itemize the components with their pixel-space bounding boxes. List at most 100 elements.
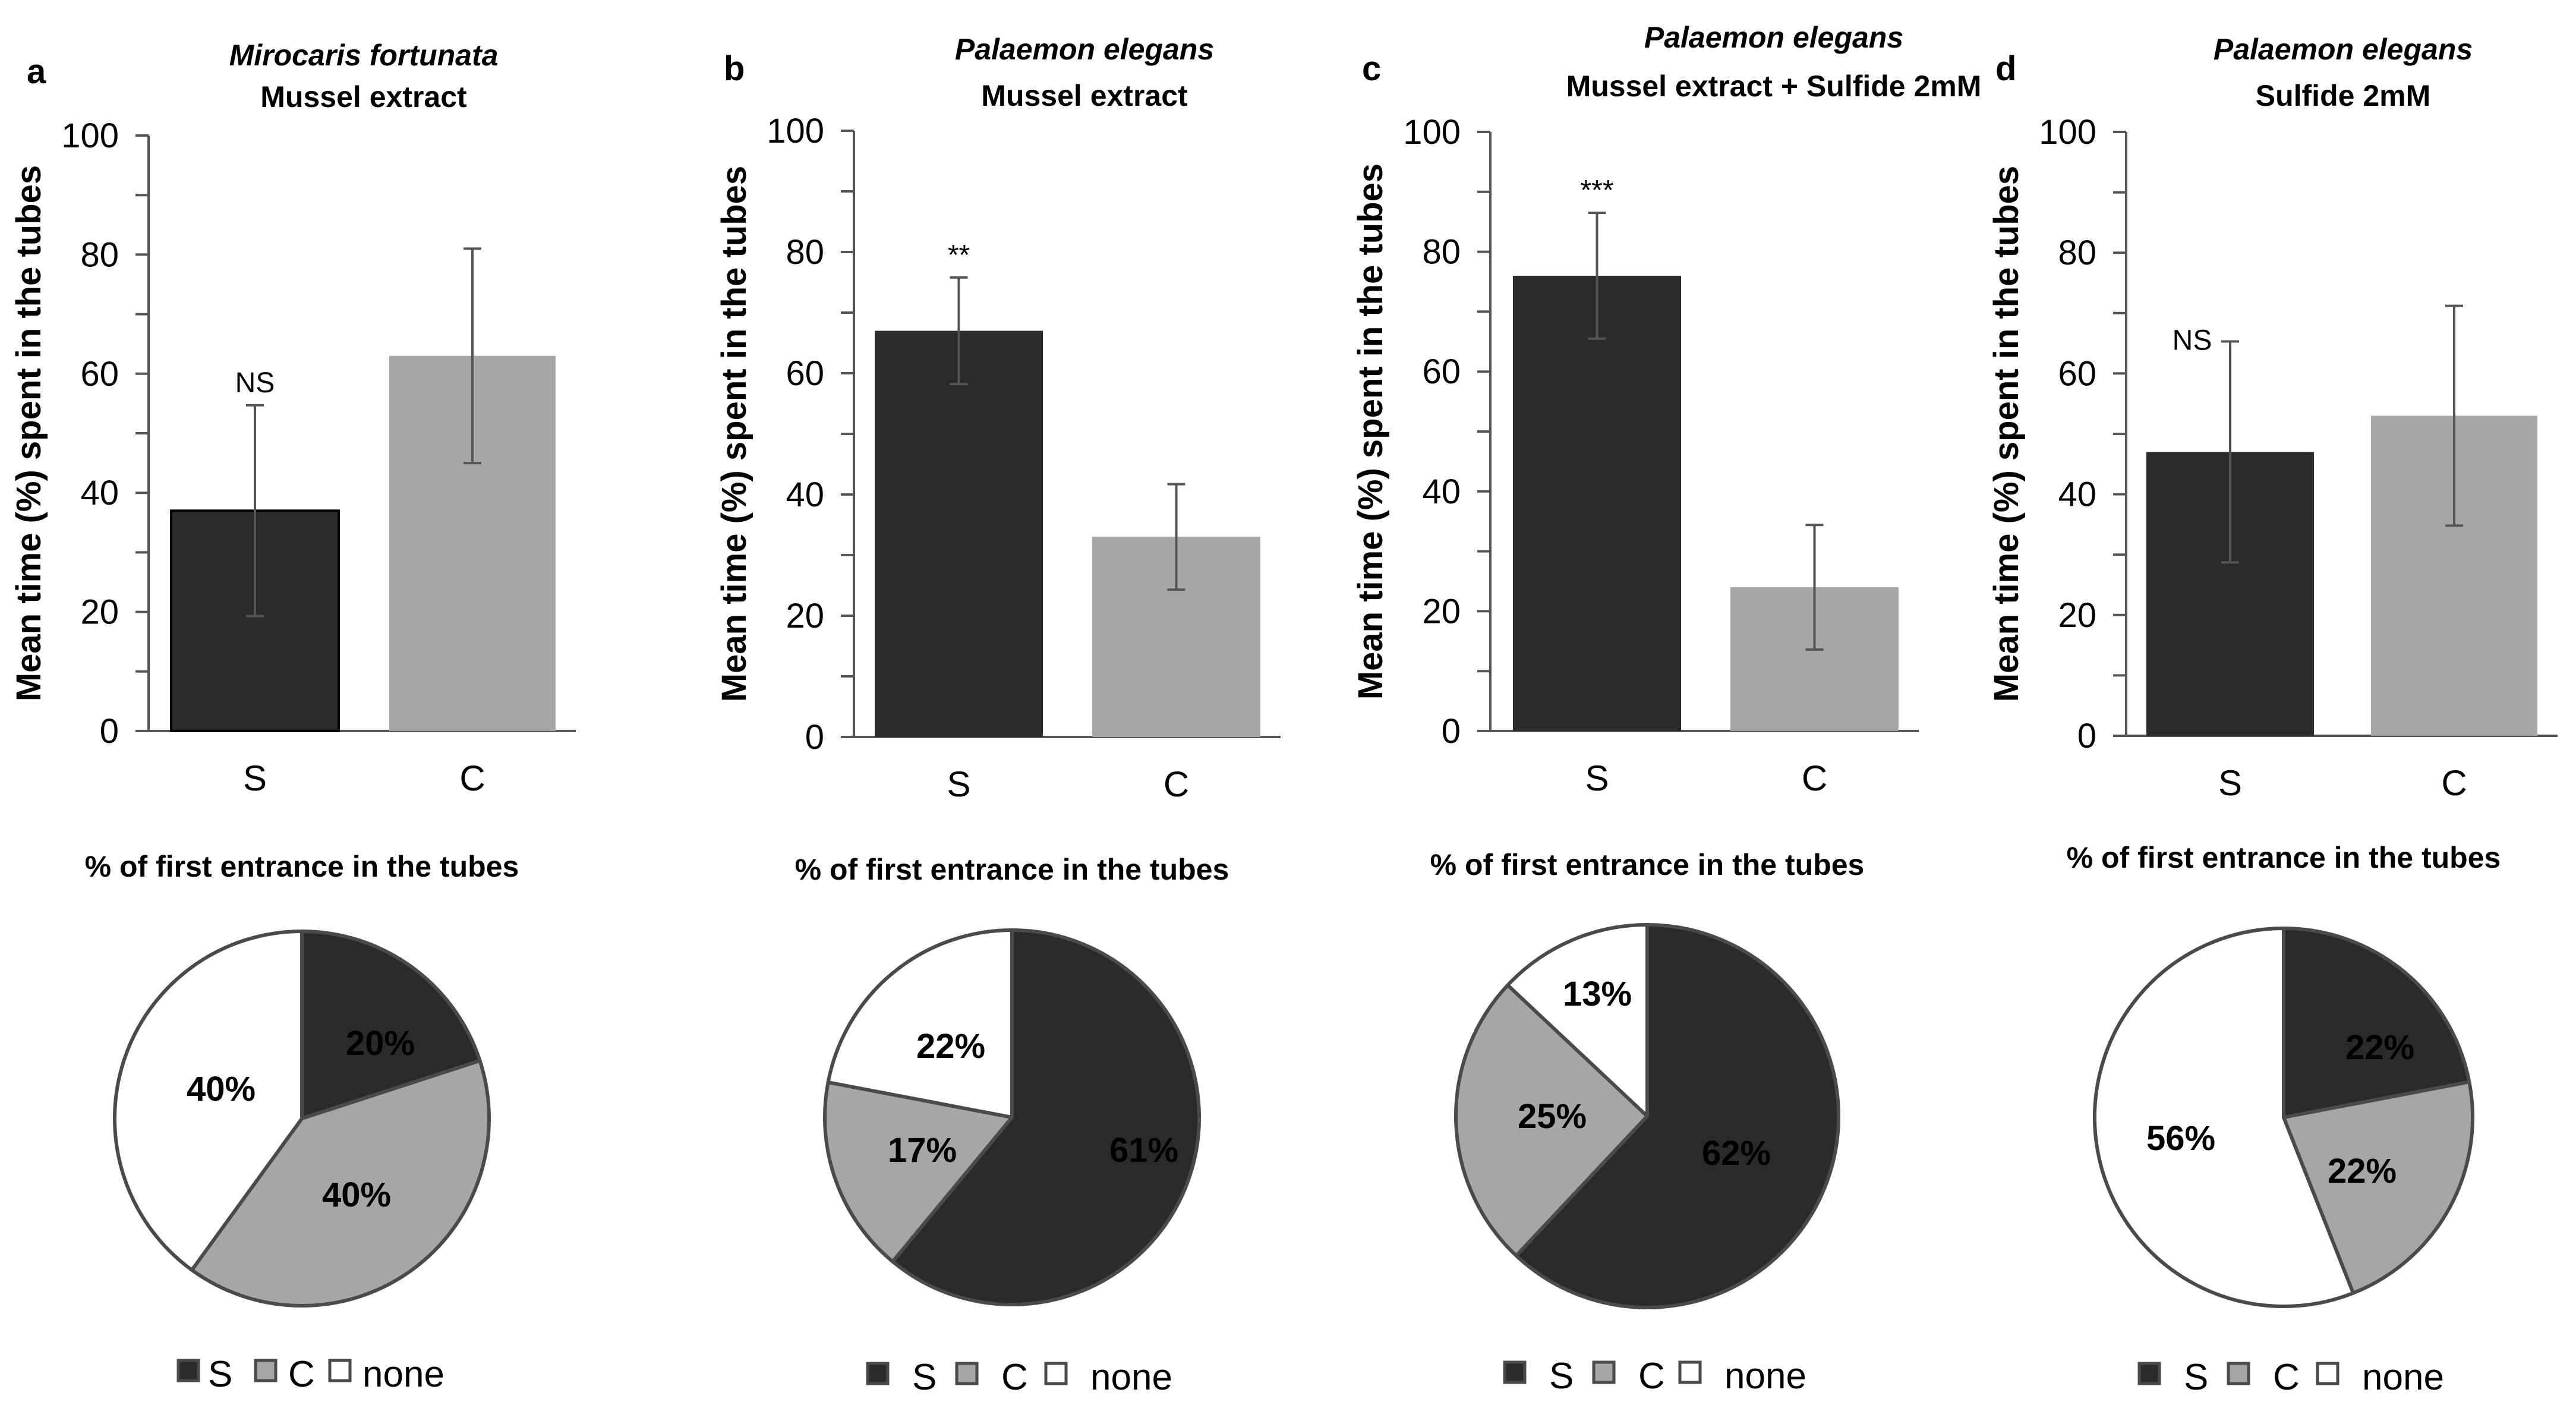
- y-tick-label: 20: [80, 593, 119, 632]
- pie-slice-label-none: 13%: [1563, 975, 1632, 1013]
- legend-label: S: [2184, 1357, 2208, 1398]
- pie-slice-label-C: 40%: [322, 1176, 391, 1214]
- legend-swatch-S: [176, 1359, 200, 1382]
- error-bar-S: [950, 276, 968, 386]
- y-axis-label: Mean time (%) spent in the tubes: [1351, 163, 1390, 700]
- legend-label: S: [912, 1357, 937, 1398]
- y-tick-label: 0: [100, 712, 119, 751]
- legend-item-none: none: [328, 1354, 444, 1395]
- pie-chart: % of first entrance in the tubes 61% 17% 22…: [795, 853, 1229, 1306]
- pie-slice-C: [1454, 983, 1649, 1258]
- significance-label: ***: [1580, 175, 1613, 206]
- pie-chart: % of first entrance in the tubes 22% 22% 56…: [2067, 841, 2501, 1308]
- legend-label: S: [1549, 1356, 1574, 1397]
- error-bar-C: [1167, 483, 1185, 591]
- species-title: Palaemon elegans: [955, 33, 1214, 66]
- y-tick-label: 80: [1422, 233, 1461, 272]
- legend-item-none: none: [2316, 1357, 2444, 1398]
- legend-item-S: S: [2137, 1357, 2208, 1398]
- legend-label: C: [1001, 1357, 1028, 1398]
- legend-swatch-none: [1044, 1362, 1068, 1385]
- panel-d: d Palaemon elegans Sulfide 2mM 0 20 40 60 80 100…: [1987, 33, 2558, 1398]
- pie-slice-label-C: 25%: [1518, 1097, 1587, 1136]
- pie-slice-none: [1506, 923, 1649, 1118]
- category-label: S: [2218, 763, 2242, 803]
- y-tick-label: 20: [2058, 596, 2096, 635]
- pie-slice-label-none: 56%: [2146, 1119, 2215, 1158]
- category-label: C: [2441, 763, 2467, 803]
- condition-title: Mussel extract: [260, 80, 467, 114]
- error-bar-S: [2221, 340, 2239, 564]
- bar-chart: 0 20 40 60 80 100 Mean time (%) spent in the t…: [715, 112, 1281, 804]
- legend-item-C: C: [254, 1354, 315, 1395]
- panel-letter: a: [27, 52, 46, 91]
- panel-a: a Mirocaris fortunata Mussel extract 0 20 40 6…: [10, 39, 576, 1395]
- legend-label: S: [208, 1354, 232, 1395]
- pie-slice-label-none: 40%: [187, 1070, 256, 1108]
- legend-item-none: none: [1678, 1356, 1806, 1397]
- y-tick-label: 60: [1422, 352, 1461, 391]
- pie-slice-S: [1514, 923, 1840, 1309]
- y-tick-label: 100: [1403, 113, 1461, 152]
- bar-S: [1513, 275, 1681, 731]
- y-axis-label: Mean time (%) spent in the tubes: [10, 165, 48, 701]
- condition-title: Mussel extract: [981, 79, 1188, 112]
- bar-chart: 0 20 40 60 80 100 Mean time (%) spent in the t…: [10, 116, 576, 798]
- pie-title: % of first entrance in the tubes: [2067, 841, 2501, 874]
- pie-slice-none: [113, 930, 304, 1272]
- y-tick-label: 20: [1422, 592, 1461, 631]
- y-tick-label: 20: [786, 597, 824, 635]
- legend-item-S: S: [1503, 1356, 1574, 1397]
- panel-letter: c: [1362, 49, 1381, 88]
- category-label: S: [1585, 758, 1609, 798]
- pie-slice-label-none: 22%: [916, 1027, 985, 1066]
- category-label: S: [947, 764, 970, 804]
- legend-label: C: [2273, 1357, 2300, 1398]
- category-label: C: [459, 758, 485, 798]
- condition-title: Mussel extract + Sulfide 2mM: [1566, 70, 1982, 103]
- species-title: Palaemon elegans: [1644, 21, 1903, 54]
- legend-item-C: C: [2227, 1357, 2300, 1398]
- legend-swatch-none: [328, 1359, 352, 1382]
- pie-chart: % of first entrance in the tubes 20% 40% 40…: [85, 850, 519, 1308]
- y-tick-label: 80: [2058, 234, 2096, 272]
- legend-label: none: [1090, 1357, 1172, 1398]
- pie-slice-label-S: 61%: [1109, 1131, 1178, 1170]
- legend-label: none: [2362, 1357, 2444, 1398]
- legend-label: C: [1638, 1356, 1665, 1397]
- legend-swatch-none: [2316, 1362, 2339, 1385]
- pie-slice-S: [2282, 927, 2471, 1119]
- pie-title: % of first entrance in the tubes: [795, 853, 1229, 886]
- pie-slice-label-C: 22%: [2328, 1152, 2397, 1190]
- legend-item-S: S: [866, 1357, 937, 1398]
- bar-S: [875, 330, 1043, 737]
- legend-swatch-C: [2227, 1362, 2250, 1385]
- y-tick-label: 60: [80, 355, 119, 393]
- pie-slice-label-S: 22%: [2345, 1028, 2414, 1067]
- legend-swatch-C: [955, 1362, 979, 1385]
- y-tick-label: 0: [1442, 712, 1461, 751]
- category-label: C: [1802, 758, 1827, 798]
- y-tick-label: 40: [1422, 472, 1461, 511]
- bar-chart: 0 20 40 60 80 100 Mean time (%) spent in the t…: [1351, 113, 1919, 798]
- pie-slice-S: [300, 930, 482, 1120]
- y-tick-label: 100: [61, 116, 119, 155]
- significance-label: NS: [2173, 325, 2212, 357]
- pie-slice-none: [2093, 927, 2356, 1308]
- pie-slice-C: [823, 1080, 1014, 1264]
- y-tick-label: 40: [786, 475, 824, 514]
- y-tick-label: 60: [786, 354, 824, 393]
- legend-swatch-C: [254, 1359, 278, 1382]
- pie-chart: % of first entrance in the tubes 62% 25% 13…: [1430, 848, 1864, 1309]
- legend-label: none: [362, 1354, 444, 1395]
- y-tick-label: 0: [805, 718, 824, 757]
- y-axis-label: Mean time (%) spent in the tubes: [715, 166, 753, 702]
- pie-title: % of first entrance in the tubes: [85, 850, 519, 883]
- y-tick-label: 100: [767, 112, 824, 150]
- condition-title: Sulfide 2mM: [2256, 79, 2430, 112]
- error-bar-C: [1805, 524, 1824, 651]
- legend-swatch-S: [866, 1362, 890, 1385]
